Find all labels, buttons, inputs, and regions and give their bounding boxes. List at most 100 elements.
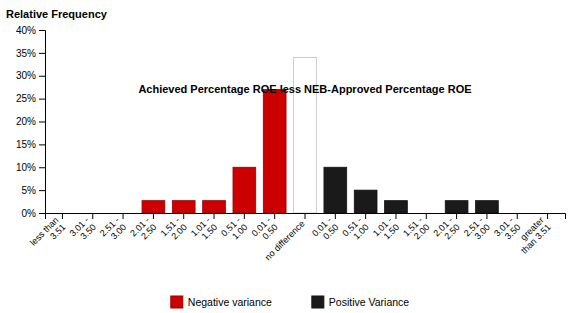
x-tick: greaterthan 3.51 bbox=[512, 213, 553, 256]
y-tick: 35% bbox=[16, 48, 45, 59]
y-tick-label: 25% bbox=[16, 93, 36, 104]
x-tick-label-line: than 3.51 bbox=[519, 222, 553, 256]
y-tick-mark bbox=[39, 167, 45, 168]
y-tick-mark bbox=[39, 144, 45, 145]
y-tick-mark bbox=[39, 30, 45, 31]
bar bbox=[142, 201, 165, 213]
x-tick-label-line: 3.50 bbox=[78, 222, 97, 241]
x-tick: no difference bbox=[263, 213, 307, 262]
y-tick: 20% bbox=[16, 116, 45, 127]
x-tick-label-line: 3.00 bbox=[109, 222, 128, 241]
bar bbox=[263, 89, 286, 213]
y-tick-label: 40% bbox=[16, 25, 36, 36]
x-tick-label-line: 0.50 bbox=[260, 222, 279, 241]
y-tick-mark bbox=[39, 122, 45, 123]
x-tick: 1.01 -1.50 bbox=[371, 213, 401, 245]
legend-label: Negative variance bbox=[188, 296, 272, 308]
bar bbox=[233, 167, 256, 213]
x-tick-label: 1.01 -1.50 bbox=[371, 215, 401, 245]
y-tick: 25% bbox=[16, 93, 45, 104]
x-tick-label-line: 2.50 bbox=[139, 222, 158, 241]
y-axis-title: Relative Frequency bbox=[6, 8, 108, 20]
x-tick: less than3.51 bbox=[28, 213, 68, 255]
bar bbox=[506, 213, 529, 214]
bar bbox=[172, 201, 195, 213]
x-tick-label-line: 3.50 bbox=[503, 222, 522, 241]
y-tick-label: 30% bbox=[16, 70, 36, 81]
x-tick-label-line: 2.50 bbox=[442, 222, 461, 241]
x-tick-label: 2.01 -2.50 bbox=[128, 215, 158, 245]
x-tick-mark bbox=[426, 213, 427, 219]
bar bbox=[354, 190, 377, 213]
bar bbox=[476, 201, 499, 213]
bars bbox=[142, 57, 498, 213]
x-tick-label-line: 1.00 bbox=[230, 222, 249, 241]
y-tick: 10% bbox=[16, 162, 45, 173]
x-tick-label: no difference bbox=[263, 219, 307, 263]
x-tick: 2.01 -2.50 bbox=[431, 213, 461, 245]
x-tick-mark bbox=[92, 213, 93, 219]
x-tick-mark bbox=[274, 213, 275, 219]
x-tick-label-line: 1.00 bbox=[351, 222, 370, 241]
y-tick-mark bbox=[39, 190, 45, 191]
x-tick-label: 3.01 -3.50 bbox=[492, 215, 522, 245]
x-tick-mark bbox=[486, 213, 487, 219]
x-tick-label: 0.51 -1.00 bbox=[340, 215, 370, 245]
x-tick-label-line: no difference bbox=[263, 219, 307, 263]
y-axis: 0% 5% 10% 15% 20% 25% 30% 35% 40% bbox=[16, 25, 46, 219]
y-tick-mark bbox=[39, 53, 45, 54]
bar bbox=[112, 213, 135, 214]
y-axis-line bbox=[39, 31, 46, 214]
y-tick-label: 15% bbox=[16, 139, 36, 150]
legend-swatch bbox=[171, 296, 183, 308]
x-tick-mark bbox=[123, 213, 124, 219]
x-tick-label-line: 2.00 bbox=[412, 222, 431, 241]
x-tick-mark bbox=[153, 213, 154, 219]
x-tick-label: 2.51 -3.00 bbox=[462, 215, 492, 245]
bar bbox=[294, 57, 317, 213]
chart: 0%5%10%15%20%25%30%35%40%less than3.513.… bbox=[0, 0, 580, 313]
x-tick: 2.51 -3.00 bbox=[98, 213, 128, 245]
bar bbox=[536, 213, 559, 214]
x-tick-label-line: 3.00 bbox=[473, 222, 492, 241]
bar bbox=[445, 201, 468, 213]
y-tick-mark bbox=[39, 76, 45, 77]
x-tick-label: 1.51 -2.00 bbox=[401, 215, 431, 245]
x-tick: 2.01 -2.50 bbox=[128, 213, 158, 245]
x-tick-label: 0.01 -0.50 bbox=[310, 215, 340, 245]
y-tick: 5% bbox=[22, 185, 45, 196]
y-tick: 30% bbox=[16, 70, 45, 81]
x-tick-mark bbox=[547, 213, 548, 219]
x-tick-label-line: 0.50 bbox=[321, 222, 340, 241]
x-tick: 0.01 -0.50 bbox=[310, 213, 340, 245]
x-tick-label-line: 2.00 bbox=[169, 222, 188, 241]
y-tick-label: 10% bbox=[16, 162, 36, 173]
y-tick-label: 20% bbox=[16, 116, 36, 127]
x-tick-mark bbox=[183, 213, 184, 219]
x-axis: less than3.513.01 -3.502.51 -3.002.01 -2… bbox=[28, 213, 565, 262]
x-tick-label: greaterthan 3.51 bbox=[512, 215, 553, 256]
y-tick-label: 0% bbox=[22, 208, 37, 219]
legend-item: Positive Variance bbox=[312, 296, 410, 308]
x-tick-label-line: 3.51 bbox=[48, 222, 67, 241]
x-tick-mark bbox=[365, 213, 366, 219]
y-tick-mark bbox=[39, 213, 45, 214]
x-tick: 0.51 -1.00 bbox=[219, 213, 249, 245]
bar bbox=[203, 201, 226, 213]
legend-label: Positive Variance bbox=[329, 296, 410, 308]
y-tick-label: 5% bbox=[22, 185, 37, 196]
x-tick-mark bbox=[244, 213, 245, 219]
x-tick-label: 0.51 -1.00 bbox=[219, 215, 249, 245]
x-tick: 1.51 -2.00 bbox=[401, 213, 431, 245]
x-tick-label: 1.01 -1.50 bbox=[189, 215, 219, 245]
y-tick-mark bbox=[39, 99, 45, 100]
y-tick: 0% bbox=[22, 208, 45, 219]
x-tick-label: 1.51 -2.00 bbox=[159, 215, 189, 245]
bar bbox=[415, 213, 438, 214]
x-tick-label: less than3.51 bbox=[28, 215, 68, 255]
y-tick-label: 35% bbox=[16, 48, 36, 59]
x-tick: 2.51 -3.00 bbox=[462, 213, 492, 245]
legend: Negative variance Positive Variance bbox=[171, 296, 410, 308]
x-tick-label-line: 1.50 bbox=[382, 222, 401, 241]
bar bbox=[81, 213, 104, 214]
